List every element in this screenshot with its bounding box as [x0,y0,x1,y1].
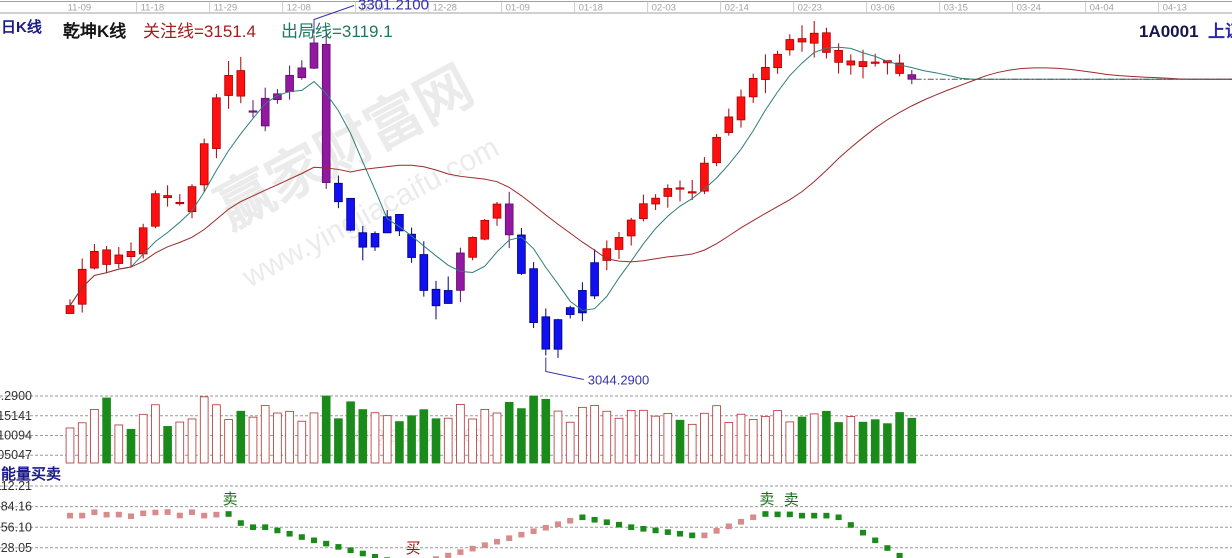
svg-text:卖: 卖 [759,491,774,508]
svg-text:03-15: 03-15 [944,3,968,14]
svg-text:11-18: 11-18 [141,3,165,14]
svg-text:159810094: 159810094 [0,429,32,443]
svg-text:84.16: 84.16 [1,500,32,514]
svg-text:买: 买 [406,540,421,557]
svg-text:01-18: 01-18 [579,3,603,14]
svg-text:239715141: 239715141 [0,409,32,423]
svg-text:28.05: 28.05 [1,541,32,555]
svg-text:04-13: 04-13 [1163,3,1187,14]
svg-text:02-14: 02-14 [725,3,749,14]
svg-text:04-04: 04-04 [1090,3,1114,14]
svg-text:卖: 卖 [784,491,799,508]
svg-text:03-24: 03-24 [1017,3,1041,14]
svg-text:11-09: 11-09 [68,3,92,14]
svg-text:3044.2900: 3044.2900 [0,389,32,403]
svg-text:3301.2100: 3301.2100 [358,0,429,14]
svg-text:79905047: 79905047 [0,448,32,462]
svg-text:12-08: 12-08 [287,3,311,14]
svg-text:卖: 卖 [223,491,238,508]
svg-text:11-29: 11-29 [214,3,238,14]
svg-text:56.10: 56.10 [1,520,32,534]
svg-text:02-03: 02-03 [652,3,676,14]
svg-text:01-09: 01-09 [506,3,530,14]
svg-text:3044.2900: 3044.2900 [588,373,649,388]
svg-text:03-06: 03-06 [871,3,895,14]
svg-text:02-23: 02-23 [798,3,822,14]
svg-text:12-28: 12-28 [433,3,457,14]
